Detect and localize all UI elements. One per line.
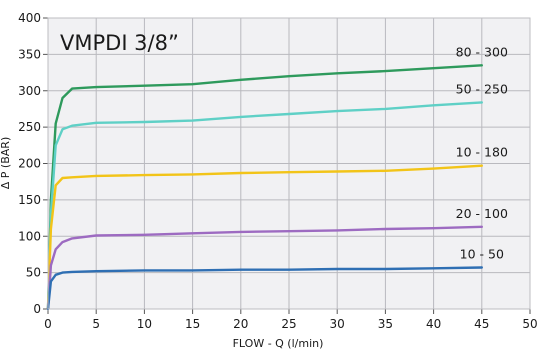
x-tick-label: 40 — [426, 317, 441, 331]
series-label: 10 - 180 — [456, 145, 508, 160]
series-label: 10 - 50 — [460, 247, 504, 262]
series-label: 80 - 300 — [456, 44, 508, 59]
x-axis-title: FLOW - Q (l/min) — [233, 337, 324, 350]
series-line — [46, 225, 483, 311]
grid — [48, 18, 530, 309]
y-tick-label: 200 — [18, 157, 41, 171]
y-tick-label: 350 — [18, 47, 41, 61]
series-line — [46, 101, 483, 311]
x-tick-label: 45 — [474, 317, 489, 331]
y-tick-label: 400 — [18, 11, 41, 25]
x-tick-label: 10 — [137, 317, 152, 331]
series-line — [46, 64, 483, 311]
x-tick-label: 0 — [44, 317, 52, 331]
y-tick-label: 250 — [18, 120, 41, 134]
x-tick-label: 50 — [522, 317, 537, 331]
x-tick-label: 20 — [233, 317, 248, 331]
y-tick-label: 150 — [18, 193, 41, 207]
series-label: 20 - 100 — [456, 206, 508, 221]
series-lines — [46, 64, 483, 311]
y-tick-label: 0 — [33, 302, 41, 316]
series-line — [46, 164, 483, 311]
x-tick-label: 5 — [92, 317, 100, 331]
y-tick-label: 300 — [18, 84, 41, 98]
plot-frame — [47, 17, 531, 310]
x-tick-label: 25 — [281, 317, 296, 331]
x-tick-label: 35 — [378, 317, 393, 331]
series-labels: 80 - 300 50 - 250 10 - 180 20 - 100 10 - 50 — [456, 44, 508, 261]
chart-title: VMPDI 3/8” — [60, 31, 179, 55]
y-axis: 0 50 100 150 200 250 300 350 400 — [18, 11, 48, 316]
series-label: 50 - 250 — [456, 81, 508, 96]
x-tick-label: 15 — [185, 317, 200, 331]
series-line — [46, 266, 483, 311]
y-axis-title: Δ P (BAR) — [0, 137, 12, 189]
x-axis: 0 5 10 15 20 25 30 35 40 45 50 — [44, 309, 537, 331]
x-tick-label: 30 — [330, 317, 345, 331]
y-tick-label: 50 — [26, 266, 41, 280]
y-tick-label: 100 — [18, 229, 41, 243]
